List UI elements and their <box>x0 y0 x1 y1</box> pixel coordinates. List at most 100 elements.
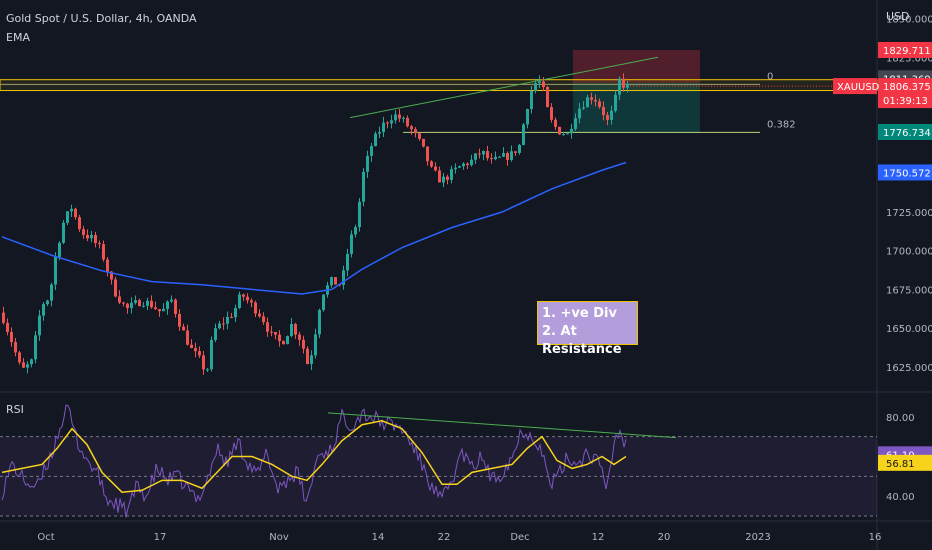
candle[interactable] <box>426 146 429 162</box>
candle[interactable] <box>486 151 489 159</box>
candle[interactable] <box>570 128 573 134</box>
candle[interactable] <box>202 355 205 370</box>
candle[interactable] <box>10 332 13 343</box>
price-tag[interactable]: 1750.572 <box>878 164 932 181</box>
candle[interactable] <box>22 362 25 368</box>
candle[interactable] <box>218 323 221 329</box>
candle[interactable] <box>318 309 321 335</box>
time-axis[interactable]: Oct 17 Nov 14 22 Dec 12 20 2023 16 <box>37 532 881 543</box>
candle[interactable] <box>586 97 589 108</box>
candle[interactable] <box>290 324 293 337</box>
candle[interactable] <box>382 122 385 133</box>
candle[interactable] <box>562 134 565 136</box>
candle[interactable] <box>186 330 189 345</box>
candle[interactable] <box>606 115 609 120</box>
candle[interactable] <box>490 158 493 160</box>
candle[interactable] <box>374 133 377 147</box>
candle[interactable] <box>578 108 581 119</box>
candle[interactable] <box>474 153 477 160</box>
candle[interactable] <box>266 322 269 332</box>
candle[interactable] <box>574 118 577 129</box>
candle[interactable] <box>342 270 345 285</box>
candle[interactable] <box>166 301 169 309</box>
candle[interactable] <box>142 305 145 307</box>
candle[interactable] <box>594 99 597 102</box>
candle[interactable] <box>278 334 281 342</box>
candle[interactable] <box>498 156 501 158</box>
candle[interactable] <box>502 153 505 157</box>
candle[interactable] <box>506 153 509 160</box>
candle[interactable] <box>46 300 49 305</box>
rsi-divergence-line[interactable] <box>327 412 677 439</box>
candle[interactable] <box>550 107 553 120</box>
candle[interactable] <box>158 309 161 312</box>
candle[interactable] <box>314 334 317 356</box>
candle[interactable] <box>350 234 353 255</box>
candle[interactable] <box>334 277 337 285</box>
candle[interactable] <box>362 171 365 202</box>
candle[interactable] <box>542 81 545 88</box>
take-profit-zone[interactable] <box>573 82 700 134</box>
candle[interactable] <box>558 126 561 135</box>
candle[interactable] <box>534 83 537 91</box>
candle[interactable] <box>234 307 237 318</box>
candle[interactable] <box>614 94 617 111</box>
candle[interactable] <box>226 316 229 324</box>
candle[interactable] <box>74 208 77 218</box>
candle[interactable] <box>146 300 149 306</box>
candle[interactable] <box>510 151 513 160</box>
candle[interactable] <box>230 316 233 318</box>
candle[interactable] <box>210 339 213 370</box>
candle[interactable] <box>134 300 137 303</box>
candle[interactable] <box>242 294 245 297</box>
candle[interactable] <box>470 159 473 166</box>
candle[interactable] <box>418 133 421 139</box>
candle[interactable] <box>26 364 29 368</box>
candle[interactable] <box>262 316 265 323</box>
candle[interactable] <box>354 227 357 235</box>
candle[interactable] <box>270 331 273 333</box>
candle[interactable] <box>238 294 241 308</box>
candle[interactable] <box>582 107 585 109</box>
candle[interactable] <box>546 87 549 108</box>
candle[interactable] <box>6 322 9 333</box>
candle[interactable] <box>170 299 173 302</box>
candle[interactable] <box>566 133 569 135</box>
rsi-value-tag[interactable]: 56.81 <box>878 454 932 471</box>
candle[interactable] <box>174 299 177 314</box>
candle[interactable] <box>126 303 129 309</box>
candle[interactable] <box>394 114 397 121</box>
candle[interactable] <box>182 326 185 331</box>
candle[interactable] <box>50 284 53 301</box>
candle[interactable] <box>258 313 261 317</box>
candle[interactable] <box>42 304 45 316</box>
candle[interactable] <box>466 163 469 166</box>
candle[interactable] <box>442 176 445 183</box>
candle[interactable] <box>130 302 133 309</box>
candle[interactable] <box>370 146 373 156</box>
candle[interactable] <box>514 151 517 153</box>
candle[interactable] <box>458 166 461 168</box>
candle[interactable] <box>406 117 409 127</box>
candle[interactable] <box>178 313 181 327</box>
candle[interactable] <box>402 117 405 119</box>
candle[interactable] <box>346 254 349 271</box>
candle[interactable] <box>106 259 109 272</box>
candle[interactable] <box>222 323 225 325</box>
trendline[interactable] <box>349 56 659 119</box>
candle[interactable] <box>590 97 593 100</box>
candle[interactable] <box>54 256 57 285</box>
candle[interactable] <box>322 294 325 310</box>
candle[interactable] <box>306 348 309 364</box>
candle[interactable] <box>14 342 17 353</box>
candle[interactable] <box>366 155 369 172</box>
candle[interactable] <box>390 120 393 124</box>
candle[interactable] <box>618 78 621 95</box>
ema-line[interactable] <box>1 161 627 295</box>
candle[interactable] <box>206 369 209 371</box>
candle[interactable] <box>414 129 417 134</box>
candle[interactable] <box>102 244 105 260</box>
candle[interactable] <box>526 109 529 125</box>
